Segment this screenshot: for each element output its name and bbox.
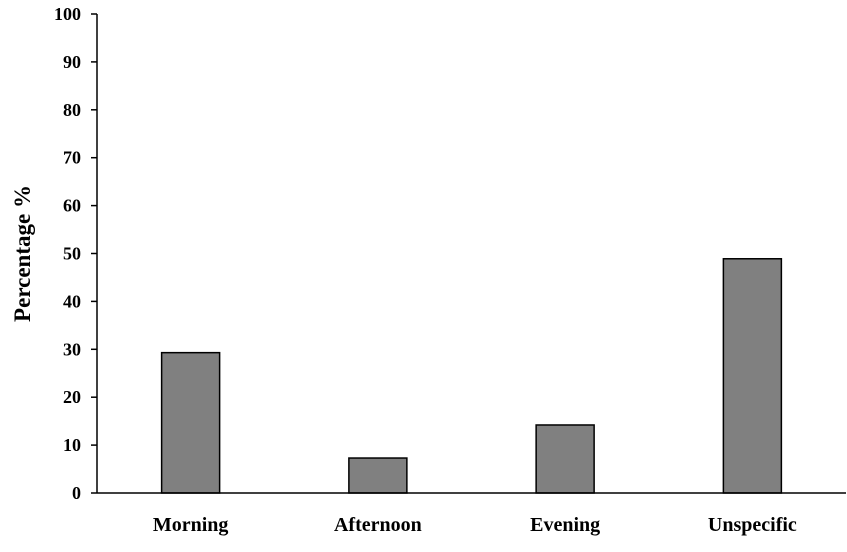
y-tick-label: 70 [63, 148, 81, 168]
y-tick-label: 60 [63, 196, 81, 216]
x-tick-label-afternoon: Afternoon [334, 514, 422, 536]
y-tick-label: 10 [63, 435, 81, 455]
bars-group [160, 258, 783, 494]
y-tick-label: 30 [63, 339, 81, 359]
bar-evening [535, 424, 595, 494]
y-tick-label: 20 [63, 387, 81, 407]
x-labels-group: Morning Afternoon Evening Unspecific [153, 514, 797, 536]
x-tick-label-morning: Morning [153, 514, 229, 536]
y-tick-label: 100 [54, 4, 81, 24]
y-ticks-group: 0 10 20 30 40 50 60 70 80 90 100 [54, 4, 97, 503]
bar-unspecific [722, 258, 783, 494]
y-tick-label: 0 [72, 483, 81, 503]
x-tick-label-unspecific: Unspecific [708, 514, 797, 536]
bar-afternoon [348, 457, 408, 494]
y-tick-label: 40 [63, 291, 81, 311]
x-tick-label-evening: Evening [530, 514, 600, 536]
y-tick-label: 90 [63, 52, 81, 72]
y-tick-label: 50 [63, 244, 81, 264]
y-axis-title: Percentage % [10, 185, 35, 322]
y-tick-label: 80 [63, 100, 81, 120]
bar-morning [160, 351, 221, 494]
